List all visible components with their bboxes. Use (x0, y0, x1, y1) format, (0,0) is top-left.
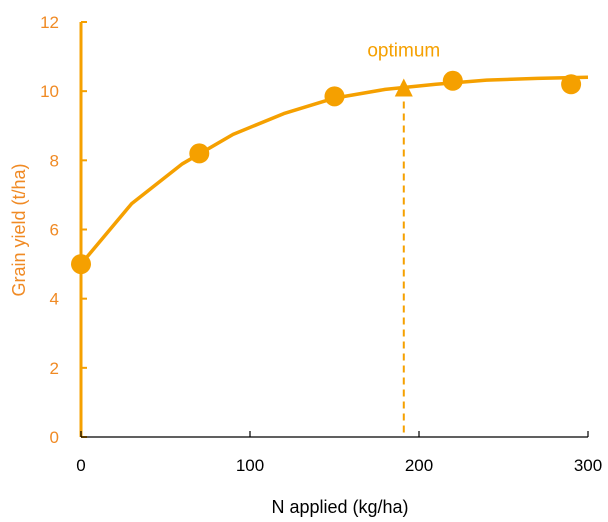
data-point (443, 71, 463, 91)
optimum-annotation: optimum (367, 40, 440, 61)
tick-labels-layer: 0 2 4 6 8 10 12 0 100 200 300 (40, 13, 602, 475)
y-tick-label: 6 (50, 221, 59, 240)
data-point (561, 74, 581, 94)
axes-layer (81, 22, 588, 437)
y-axis-title: Grain yield (t/ha) (9, 163, 29, 296)
x-tick-label: 100 (236, 456, 264, 475)
x-tick-label: 200 (405, 456, 433, 475)
x-tick-label: 0 (76, 456, 85, 475)
data-points-layer (71, 71, 581, 274)
y-tick-label: 12 (40, 13, 59, 32)
y-tick-label: 8 (50, 151, 59, 170)
y-tick-label: 10 (40, 82, 59, 101)
data-point (325, 86, 345, 106)
x-axis-title: N applied (kg/ha) (271, 497, 408, 517)
y-tick-label: 0 (50, 428, 59, 447)
y-tick-label: 2 (50, 359, 59, 378)
data-point (189, 143, 209, 163)
y-tick-label: 4 (50, 290, 59, 309)
x-tick-label: 300 (574, 456, 602, 475)
fitted-curve-layer (81, 77, 588, 437)
